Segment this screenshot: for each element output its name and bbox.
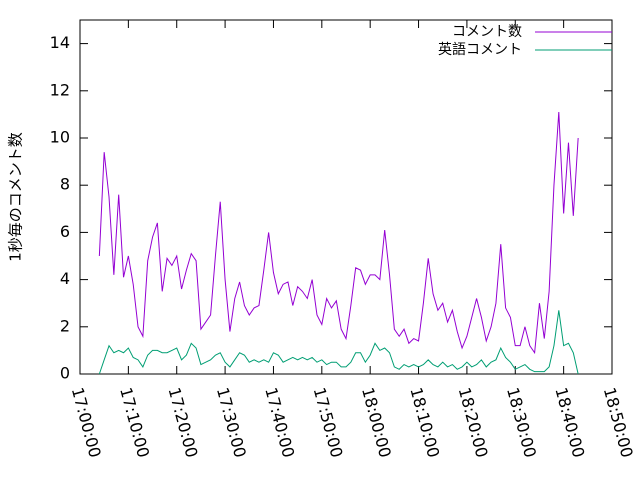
x-tick-label: 18:50:00 <box>600 385 637 459</box>
x-tick-label: 18:20:00 <box>455 385 492 459</box>
x-tick-label: 17:30:00 <box>213 385 250 459</box>
y-tick-label: 12 <box>50 80 70 99</box>
y-tick-label: 4 <box>60 269 70 288</box>
y-tick-label: 14 <box>50 33 70 52</box>
x-tick-label: 18:10:00 <box>406 385 443 459</box>
y-tick-label: 10 <box>50 128 70 147</box>
legend-label: 英語コメント <box>438 41 522 58</box>
plot-frame <box>79 19 613 375</box>
series-line <box>98 310 579 375</box>
x-tick-label: 18:00:00 <box>358 385 395 459</box>
x-tick-label: 17:00:00 <box>68 385 105 459</box>
y-tick-label: 6 <box>60 222 70 241</box>
y-axis-label: 1秒毎のコメント数 <box>7 132 25 262</box>
x-tick-label: 18:40:00 <box>551 385 588 459</box>
x-tick-label: 17:20:00 <box>165 385 202 459</box>
series-line <box>98 112 579 355</box>
x-tick-label: 17:40:00 <box>261 385 298 459</box>
y-tick-label: 8 <box>60 175 70 194</box>
x-tick-label: 18:30:00 <box>503 385 540 459</box>
legend-label: コメント数 <box>452 24 522 40</box>
x-tick-label: 17:10:00 <box>116 385 153 459</box>
x-tick-label: 17:50:00 <box>310 385 347 459</box>
y-tick-label: 0 <box>60 364 70 383</box>
y-tick-label: 2 <box>60 316 70 335</box>
